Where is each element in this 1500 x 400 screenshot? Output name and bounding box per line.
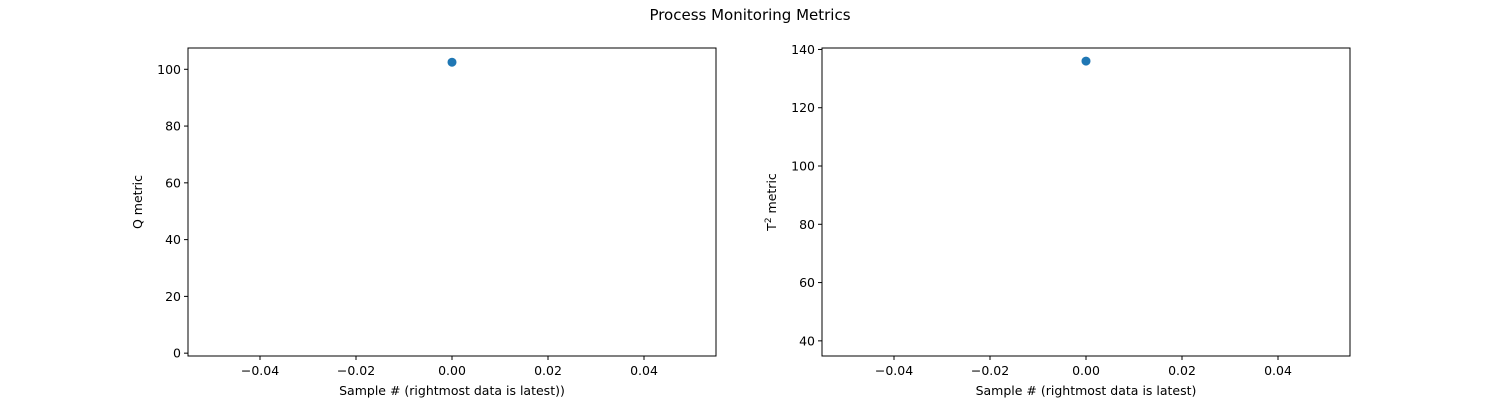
y-tick-label: 20	[165, 289, 181, 304]
y-tick-label: 140	[791, 42, 815, 57]
x-tick-label: 0.04	[630, 363, 658, 378]
y-axis-label-main: T	[764, 223, 779, 232]
data-point	[447, 57, 457, 67]
x-tick-label: 0.04	[1264, 363, 1292, 378]
y-tick-label: 100	[157, 62, 181, 77]
x-tick-label: 0.00	[1072, 363, 1100, 378]
y-axis-label-main: Q metric	[130, 175, 145, 229]
data-point	[1081, 56, 1091, 66]
chart-panel-1: −0.04 −0.02 0.00 0.02 0.04 0 20 40 60 80 100 Sample…	[130, 47, 717, 398]
plot-area	[821, 47, 1351, 357]
x-tick-label: −0.02	[971, 363, 1009, 378]
x-axis-label: Sample # (rightmost data is latest))	[339, 383, 565, 398]
y-tick-label: 80	[165, 119, 181, 134]
y-axis-label: Q metric	[130, 175, 145, 229]
x-tick-label: 0.02	[534, 363, 562, 378]
charts-container: −0.04 −0.02 0.00 0.02 0.04 0 20 40 60 80 100 Sample…	[130, 42, 1351, 398]
x-axis-label: Sample # (rightmost data is latest)	[976, 383, 1197, 398]
x-tick-label: 0.00	[438, 363, 466, 378]
x-tick-label: −0.02	[337, 363, 375, 378]
x-tick-label: −0.04	[875, 363, 913, 378]
y-tick-label: 100	[791, 159, 815, 174]
y-axis-label-rest: metric	[764, 173, 779, 217]
y-tick-label: 0	[173, 346, 181, 361]
x-tick-label: 0.02	[1168, 363, 1196, 378]
y-tick-label: 60	[799, 275, 815, 290]
y-tick-label: 40	[165, 232, 181, 247]
y-tick-label: 40	[799, 333, 815, 348]
figure-title: Process Monitoring Metrics	[649, 6, 850, 24]
y-tick-label: 120	[791, 100, 815, 115]
y-tick-label: 80	[799, 217, 815, 232]
y-axis-label-superscript: 2	[764, 217, 774, 223]
y-axis-label: T2 metric	[764, 173, 779, 232]
chart-panel-2: −0.04 −0.02 0.00 0.02 0.04 40 60 80 100 120 140 Sam…	[764, 42, 1351, 398]
x-tick-label: −0.04	[241, 363, 279, 378]
y-tick-label: 60	[165, 175, 181, 190]
plot-area	[187, 47, 717, 357]
